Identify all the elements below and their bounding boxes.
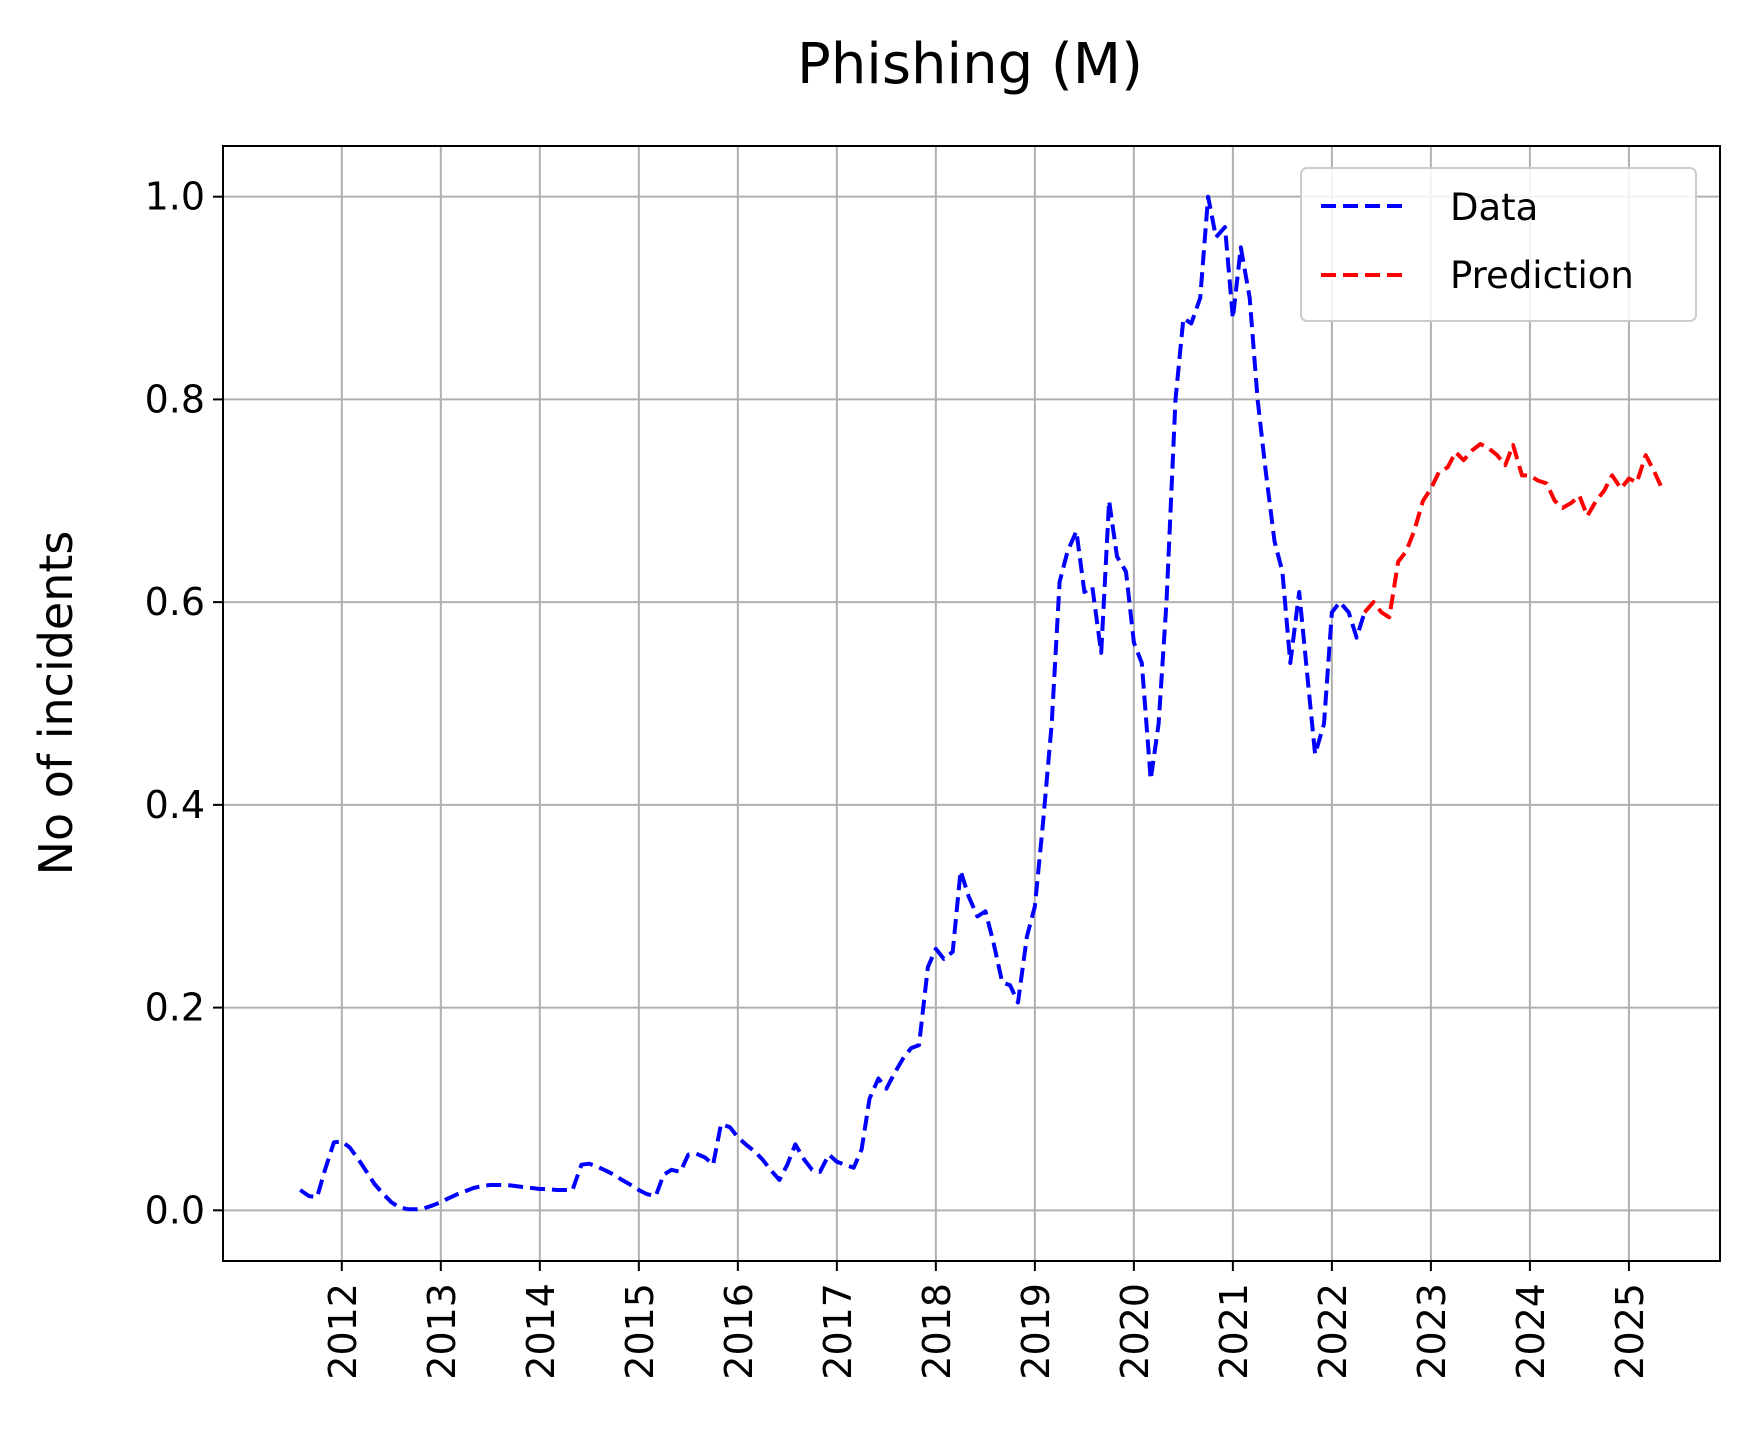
grid-lines [223,146,1720,1261]
x-tick-label: 2012 [321,1283,365,1380]
x-tick-label: 2024 [1509,1283,1553,1380]
x-tick-label: 2016 [717,1283,761,1380]
x-tick-label: 2020 [1113,1283,1157,1380]
y-tick-label: 0.0 [145,1188,205,1232]
y-axis: 0.0 0.2 0.4 0.6 0.8 1.0 [145,175,223,1232]
x-tick-label: 2014 [519,1283,563,1380]
y-tick-label: 0.8 [145,377,205,421]
series-layer [299,194,1664,1212]
x-tick-label: 2017 [816,1283,860,1380]
x-tick-label: 2013 [420,1283,464,1380]
y-tick-label: 0.4 [145,783,205,827]
legend: Data Prediction [1300,167,1697,322]
x-tick-label: 2019 [1014,1283,1058,1380]
x-tick-label: 2025 [1608,1283,1652,1380]
x-tick-label: 2021 [1212,1283,1256,1380]
x-axis: 2012 2013 2014 2015 2016 2017 2018 2019 2020 2021… [321,1261,1652,1380]
y-axis-label: No of incidents [29,531,83,876]
chart-title: Phishing (M) [797,32,1143,97]
legend-label-prediction: Prediction [1450,254,1634,297]
x-tick-label: 2022 [1311,1283,1355,1380]
series-line-prediction [1363,442,1664,620]
y-tick-label: 0.2 [145,986,205,1030]
plot-frame [222,145,1721,1262]
x-tick-label: 2015 [618,1283,662,1380]
y-tick-label: 0.6 [145,580,205,624]
series-line-data [299,194,1367,1212]
legend-label-data: Data [1450,186,1538,229]
x-tick-label: 2018 [915,1283,959,1380]
y-tick-label: 1.0 [145,175,205,219]
x-tick-label: 2023 [1410,1283,1454,1380]
